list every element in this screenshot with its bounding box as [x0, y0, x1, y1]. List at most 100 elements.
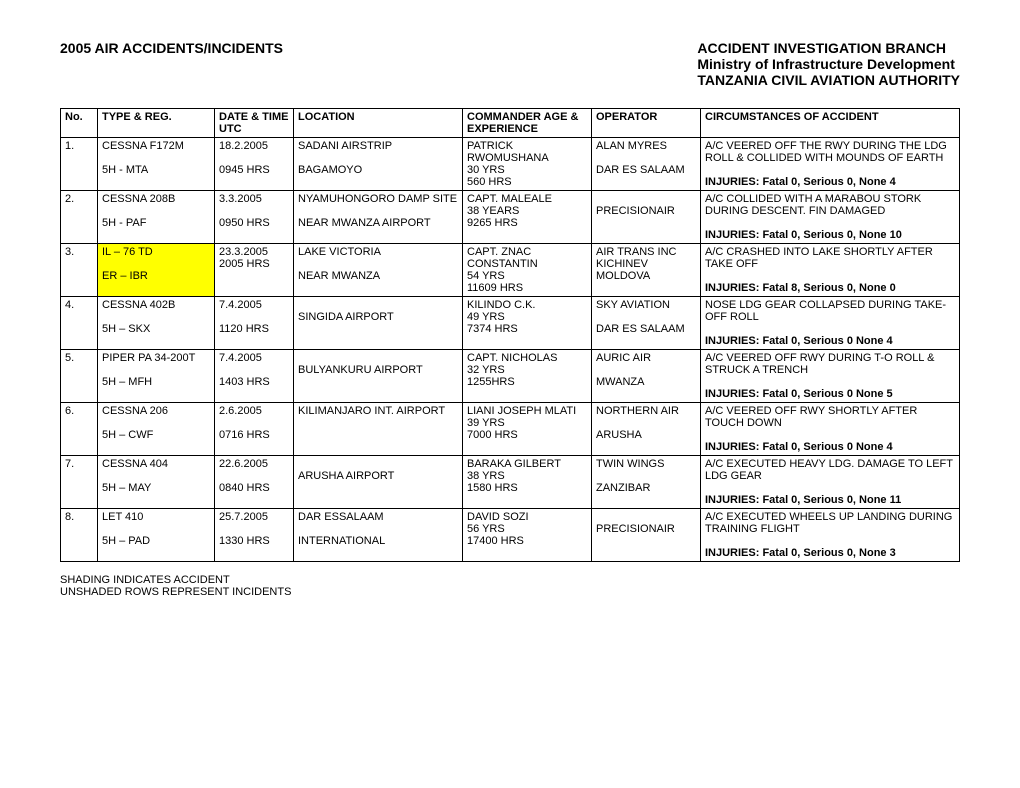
- cell-line: 5H - MTA: [102, 164, 210, 176]
- cell-line: [596, 193, 696, 205]
- cell-line: CAPT. NICHOLAS: [467, 352, 587, 364]
- accidents-table: No. TYPE & REG. DATE & TIME UTC LOCATION…: [60, 108, 960, 562]
- cell-line: [705, 482, 955, 494]
- cell-line: CESSNA F172M: [102, 140, 210, 152]
- table-cell: CESSNA F172M 5H - MTA: [98, 138, 215, 191]
- table-cell: TWIN WINGS ZANZIBAR: [592, 456, 701, 509]
- cell-line: [298, 205, 458, 217]
- cell-line: [219, 470, 289, 482]
- cell-line: INJURIES: Fatal 0, Serious 0, None 4: [705, 176, 955, 188]
- cell-line: ZANZIBAR: [596, 482, 696, 494]
- cell-line: ALAN MYRES: [596, 140, 696, 152]
- table-cell: AURIC AIR MWANZA: [592, 350, 701, 403]
- table-cell: 23.3.20052005 HRS: [215, 244, 294, 297]
- cell-line: [219, 417, 289, 429]
- cell-line: 39 YRS: [467, 417, 587, 429]
- cell-line: [298, 482, 458, 494]
- table-cell: A/C COLLIDED WITH A MARABOU STORK DURING…: [701, 191, 960, 244]
- ministry-name: Ministry of Infrastructure Development: [697, 56, 960, 72]
- cell-line: PIPER PA 34-200T: [102, 352, 210, 364]
- cell-line: A/C EXECUTED HEAVY LDG. DAMAGE TO LEFT L…: [705, 458, 955, 482]
- table-cell: SKY AVIATION DAR ES SALAAM: [592, 297, 701, 350]
- cell-line: CESSNA 208B: [102, 193, 210, 205]
- cell-line: 0716 HRS: [219, 429, 289, 441]
- table-row: 3.IL – 76 TD ER – IBR23.3.20052005 HRS L…: [61, 244, 960, 297]
- cell-line: [298, 417, 458, 429]
- cell-line: 5H – CWF: [102, 429, 210, 441]
- table-cell: 25.7.2005 1330 HRS: [215, 509, 294, 562]
- table-cell: LAKE VICTORIA NEAR MWANZA: [294, 244, 463, 297]
- cell-line: [298, 352, 458, 364]
- cell-line: LET 410: [102, 511, 210, 523]
- table-cell: ARUSHA AIRPORT: [294, 456, 463, 509]
- cell-line: [596, 311, 696, 323]
- cell-line: A/C EXECUTED WHEELS UP LANDING DURING TR…: [705, 511, 955, 535]
- cell-line: 0945 HRS: [219, 164, 289, 176]
- cell-line: IL – 76 TD: [102, 246, 210, 258]
- cell-line: [102, 364, 210, 376]
- document-header: 2005 AIR ACCIDENTS/INCIDENTS ACCIDENT IN…: [60, 40, 960, 88]
- cell-line: BAGAMOYO: [298, 164, 458, 176]
- cell-line: [219, 270, 289, 282]
- cell-line: [298, 258, 458, 270]
- cell-line: [705, 535, 955, 547]
- cell-no: 6.: [61, 403, 98, 456]
- cell-line: [219, 364, 289, 376]
- cell-line: 1403 HRS: [219, 376, 289, 388]
- table-cell: 3.3.2005 0950 HRS: [215, 191, 294, 244]
- cell-line: BULYANKURU AIRPORT: [298, 364, 458, 376]
- cell-line: INJURIES: Fatal 0, Serious 0, None 10: [705, 229, 955, 241]
- table-row: 8.LET 410 5H – PAD25.7.2005 1330 HRSDAR …: [61, 509, 960, 562]
- cell-line: DAR ES SALAAM: [596, 164, 696, 176]
- cell-line: MWANZA: [596, 376, 696, 388]
- cell-line: 7.4.2005: [219, 352, 289, 364]
- cell-line: NORTHERN AIR: [596, 405, 696, 417]
- table-cell: 7.4.2005 1120 HRS: [215, 297, 294, 350]
- cell-line: CAPT. ZNAC CONSTANTIN: [467, 246, 587, 270]
- cell-line: CESSNA 404: [102, 458, 210, 470]
- cell-line: [298, 376, 458, 388]
- cell-line: [596, 217, 696, 229]
- cell-line: 25.7.2005: [219, 511, 289, 523]
- cell-line: 7374 HRS: [467, 323, 587, 335]
- cell-line: INJURIES: Fatal 0, Serious 0, None 11: [705, 494, 955, 506]
- table-cell: 7.4.2005 1403 HRS: [215, 350, 294, 403]
- table-row: 2.CESSNA 208B 5H - PAF3.3.2005 0950 HRSN…: [61, 191, 960, 244]
- header-right: ACCIDENT INVESTIGATION BRANCH Ministry o…: [697, 40, 960, 88]
- cell-line: 22.6.2005: [219, 458, 289, 470]
- cell-line: 0950 HRS: [219, 217, 289, 229]
- col-header-type: TYPE & REG.: [98, 109, 215, 138]
- col-header-location: LOCATION: [294, 109, 463, 138]
- cell-line: PRECISIONAIR: [596, 523, 696, 535]
- table-cell: DAR ESSALAAM INTERNATIONAL: [294, 509, 463, 562]
- cell-line: 7.4.2005: [219, 299, 289, 311]
- cell-line: A/C VEERED OFF THE RWY DURING THE LDG RO…: [705, 140, 955, 164]
- table-cell: PRECISIONAIR: [592, 509, 701, 562]
- cell-line: LAKE VICTORIA: [298, 246, 458, 258]
- footnote: SHADING INDICATES ACCIDENT UNSHADED ROWS…: [60, 574, 960, 598]
- cell-line: 5H – MFH: [102, 376, 210, 388]
- col-header-no: No.: [61, 109, 98, 138]
- footnote-line2: UNSHADED ROWS REPRESENT INCIDENTS: [60, 586, 960, 598]
- cell-line: 38 YEARS: [467, 205, 587, 217]
- cell-line: A/C COLLIDED WITH A MARABOU STORK DURING…: [705, 193, 955, 217]
- cell-line: 5H – MAY: [102, 482, 210, 494]
- table-cell: LIANI JOSEPH MLATI39 YRS7000 HRS: [463, 403, 592, 456]
- cell-line: INJURIES: Fatal 0, Serious 0, None 3: [705, 547, 955, 559]
- cell-line: KILIMANJARO INT. AIRPORT: [298, 405, 458, 417]
- cell-line: ER – IBR: [102, 270, 210, 282]
- cell-line: AURIC AIR: [596, 352, 696, 364]
- table-cell: CAPT. MALEALE38 YEARS9265 HRS: [463, 191, 592, 244]
- branch-name: ACCIDENT INVESTIGATION BRANCH: [697, 40, 960, 56]
- table-cell: NOSE LDG GEAR COLLAPSED DURING TAKE-OFF …: [701, 297, 960, 350]
- table-header-row: No. TYPE & REG. DATE & TIME UTC LOCATION…: [61, 109, 960, 138]
- table-cell: 2.6.2005 0716 HRS: [215, 403, 294, 456]
- table-cell: A/C VEERED OFF RWY DURING T-O ROLL & STR…: [701, 350, 960, 403]
- table-cell: BARAKA GILBERT38 YRS1580 HRS: [463, 456, 592, 509]
- table-cell: CESSNA 404 5H – MAY: [98, 456, 215, 509]
- cell-line: [298, 152, 458, 164]
- cell-line: CAPT. MALEALE: [467, 193, 587, 205]
- cell-line: INJURIES: Fatal 0, Serious 0 None 5: [705, 388, 955, 400]
- cell-line: INJURIES: Fatal 0, Serious 0 None 4: [705, 441, 955, 453]
- table-cell: A/C VEERED OFF RWY SHORTLY AFTER TOUCH D…: [701, 403, 960, 456]
